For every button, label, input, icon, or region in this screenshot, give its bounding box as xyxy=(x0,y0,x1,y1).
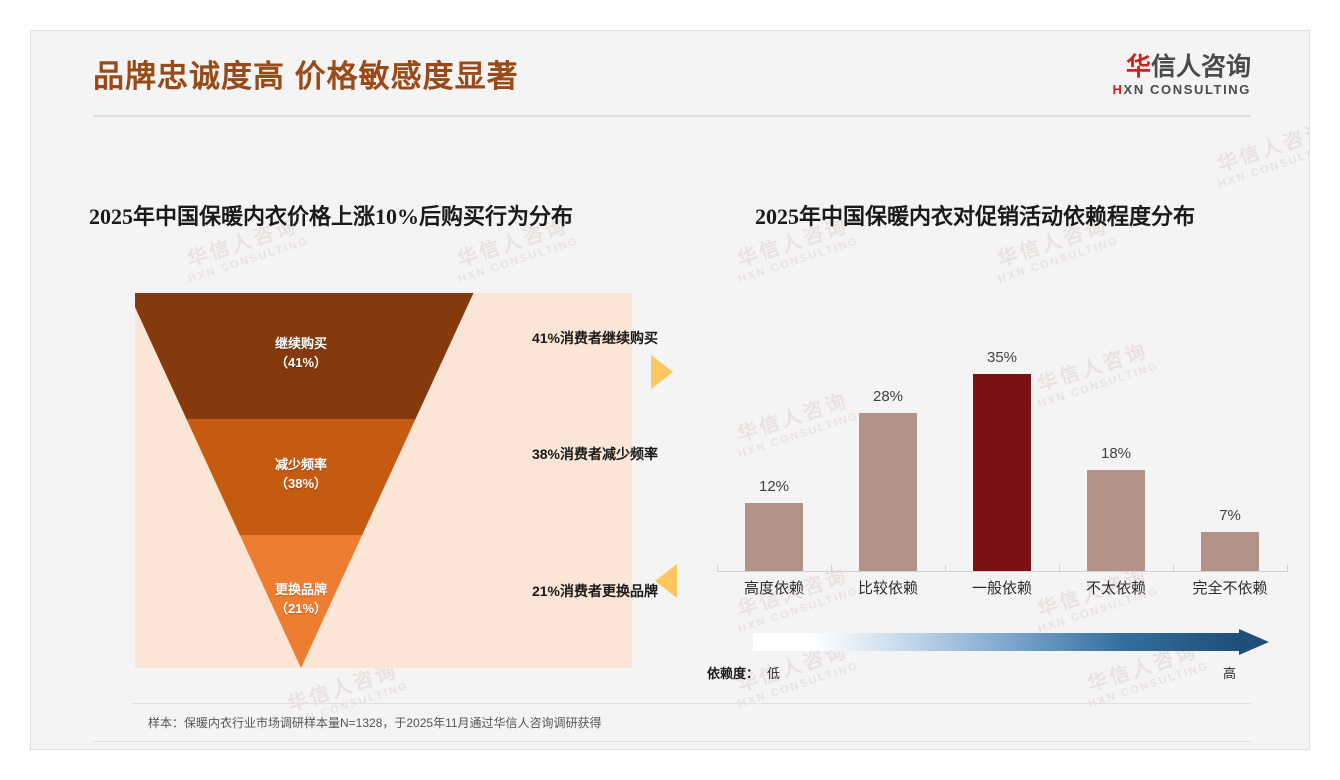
axis-tick xyxy=(831,565,832,572)
gradient-bar xyxy=(753,633,1239,651)
dependency-bar-chart: 12% 28% 35% 18% 7% xyxy=(717,321,1287,571)
funnel-segment-pct: （41%） xyxy=(274,355,328,370)
bar-column: 35% xyxy=(945,321,1059,571)
bar-column: 12% xyxy=(717,321,831,571)
axis-tick xyxy=(945,565,946,572)
bar-category-label: 不太依赖 xyxy=(1085,580,1146,597)
right-chart-title: 2025年中国保暖内衣对促销活动依赖程度分布 xyxy=(755,204,1196,229)
logo-cn-gray: 信人咨询 xyxy=(1150,53,1251,81)
footer-divider xyxy=(93,741,1251,742)
logo-chinese-text: 华信人咨询 xyxy=(1113,53,1251,81)
axis-tick xyxy=(717,565,718,572)
funnel-segment-label: 减少频率 （38%） xyxy=(231,455,371,493)
play-left-triangle-icon xyxy=(655,564,677,598)
funnel-segment-annotation: 38%消费者减少频率 xyxy=(531,446,659,462)
funnel-chart xyxy=(135,293,474,668)
logo-english-text: HXN CONSULTING xyxy=(1113,81,1251,98)
sample-note: 样本：保暖内衣行业市场调研样本量N=1328，于2025年11月通过华信人咨询调… xyxy=(148,716,602,730)
bar-category-label: 比较依赖 xyxy=(857,580,918,597)
dependency-gradient-scale xyxy=(753,629,1269,655)
logo-en-gray: XN CONSULTING xyxy=(1123,82,1251,97)
header-divider xyxy=(93,115,1251,117)
funnel-segment-annotation: 41%消费者继续购买 xyxy=(531,330,659,346)
bar-rect xyxy=(1201,532,1259,571)
bar-rect xyxy=(745,503,803,571)
bar-rect xyxy=(1087,470,1145,571)
bar-rect xyxy=(973,374,1031,571)
bar-value-label: 7% xyxy=(1219,507,1241,524)
left-chart-title: 2025年中国保暖内衣价格上涨10%后购买行为分布 xyxy=(89,204,574,229)
page-title: 品牌忠诚度高 价格敏感度显著 xyxy=(93,59,519,94)
funnel-segment-label: 更换品牌 （21%） xyxy=(231,580,371,618)
slide-canvas: 华信人咨询 HXN CONSULTING 华信人咨询 HXN CONSULTING 华信… xyxy=(30,30,1310,750)
funnel-segment-name: 继续购买 xyxy=(274,336,327,351)
axis-tick xyxy=(1173,565,1174,572)
funnel-segment-annotation: 21%消费者更换品牌 xyxy=(531,583,659,599)
bar-rect xyxy=(859,413,917,571)
funnel-segment-1 xyxy=(186,419,416,535)
funnel-segment-pct: （38%） xyxy=(274,476,328,491)
gradient-arrow-head-icon xyxy=(1239,629,1269,655)
bar-value-label: 28% xyxy=(872,388,904,405)
company-logo: 华信人咨询 HXN CONSULTING xyxy=(1113,53,1251,98)
bar-category-label: 高度依赖 xyxy=(743,580,804,597)
bar-category-label: 完全不依赖 xyxy=(1192,580,1268,597)
logo-cn-red: 华 xyxy=(1125,53,1151,81)
axis-tick xyxy=(1059,565,1060,572)
funnel-segment-2 xyxy=(239,535,363,668)
scale-caption-label: 依赖度： xyxy=(707,666,760,681)
bar-value-label: 18% xyxy=(1100,445,1132,462)
play-right-triangle-icon xyxy=(651,355,673,389)
bar-column: 7% xyxy=(1173,321,1287,571)
funnel-segment-0 xyxy=(135,293,474,419)
funnel-segment-pct: （21%） xyxy=(274,600,328,616)
bar-column: 18% xyxy=(1059,321,1173,571)
scale-low-label: 低 xyxy=(767,666,781,681)
footnote-divider xyxy=(131,703,1251,704)
axis-tick xyxy=(1287,565,1288,572)
funnel-segment-label: 继续购买 （41%） xyxy=(231,334,371,372)
bar-value-label: 12% xyxy=(758,478,790,495)
funnel-segment-name: 更换品牌 xyxy=(274,581,327,597)
bar-column: 28% xyxy=(831,321,945,571)
scale-high-label: 高 xyxy=(1223,666,1237,681)
bar-value-label: 35% xyxy=(986,349,1018,366)
bar-category-label: 一般依赖 xyxy=(971,580,1032,597)
slide-header: 品牌忠诚度高 价格敏感度显著 华信人咨询 HXN CONSULTING xyxy=(31,31,1309,121)
chart-axis-line xyxy=(717,571,1287,572)
logo-en-red: H xyxy=(1112,82,1124,97)
funnel-segment-name: 减少频率 xyxy=(274,457,327,472)
